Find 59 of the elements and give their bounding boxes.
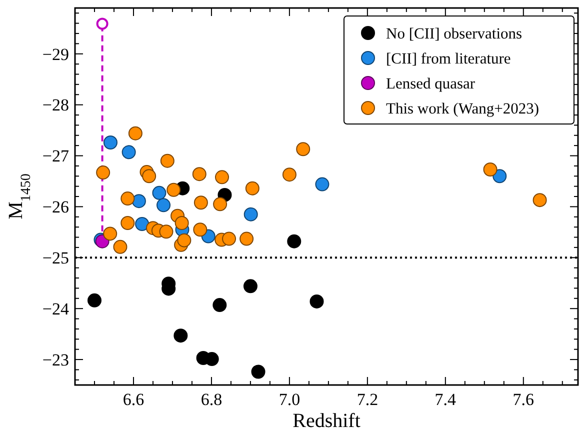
point	[96, 166, 110, 180]
point	[128, 126, 142, 140]
point	[215, 170, 229, 184]
legend-label: No [CII] observations	[386, 25, 522, 42]
point	[103, 136, 118, 150]
point	[132, 194, 146, 208]
point	[142, 169, 156, 184]
point	[103, 226, 118, 241]
point	[120, 192, 135, 206]
point	[251, 364, 266, 379]
point	[160, 154, 174, 168]
y-tick-label: −28	[42, 96, 69, 115]
point	[166, 182, 181, 197]
y-tick-label: −29	[42, 44, 69, 64]
point	[213, 197, 228, 212]
point	[174, 216, 189, 230]
y-tick-label: −27	[42, 146, 70, 166]
x-tick-label: 7.0	[278, 390, 300, 409]
point	[532, 193, 547, 208]
point	[310, 294, 324, 308]
legend-label: [CII] from literature	[386, 50, 511, 68]
legend-label: This work (Wang+2023)	[386, 100, 539, 118]
point	[135, 217, 150, 231]
point	[192, 167, 206, 182]
point	[240, 232, 254, 246]
legend-label: Lensed quasar	[386, 75, 476, 92]
point	[194, 196, 208, 210]
y-tick-label: −26	[42, 198, 69, 217]
point	[315, 177, 330, 192]
point	[296, 142, 310, 156]
x-tick-label: 7.6	[512, 390, 534, 409]
x-tick-label: 6.8	[200, 390, 222, 409]
x-axis-title: Redshift	[292, 410, 361, 432]
point	[287, 234, 302, 248]
point	[212, 298, 227, 312]
point	[177, 233, 192, 248]
point	[483, 162, 498, 176]
x-tick-label: 7.4	[434, 390, 457, 409]
point	[222, 232, 236, 246]
point	[282, 168, 296, 182]
point	[152, 186, 166, 200]
y-tick-label: −25	[42, 248, 69, 268]
point	[174, 328, 188, 343]
point	[492, 169, 507, 184]
point	[87, 293, 102, 308]
x-tick-label: 7.2	[356, 390, 378, 409]
point	[245, 181, 260, 196]
point	[156, 198, 171, 212]
y-tick-label: −24	[42, 300, 70, 319]
x-tick-label: 6.6	[122, 390, 144, 409]
point	[193, 222, 208, 237]
point	[159, 224, 174, 239]
point	[243, 279, 258, 294]
point	[244, 207, 258, 222]
point	[122, 145, 136, 160]
point	[120, 216, 135, 230]
point	[96, 18, 108, 30]
y-tick-label: −23	[42, 350, 69, 370]
point	[113, 240, 128, 254]
